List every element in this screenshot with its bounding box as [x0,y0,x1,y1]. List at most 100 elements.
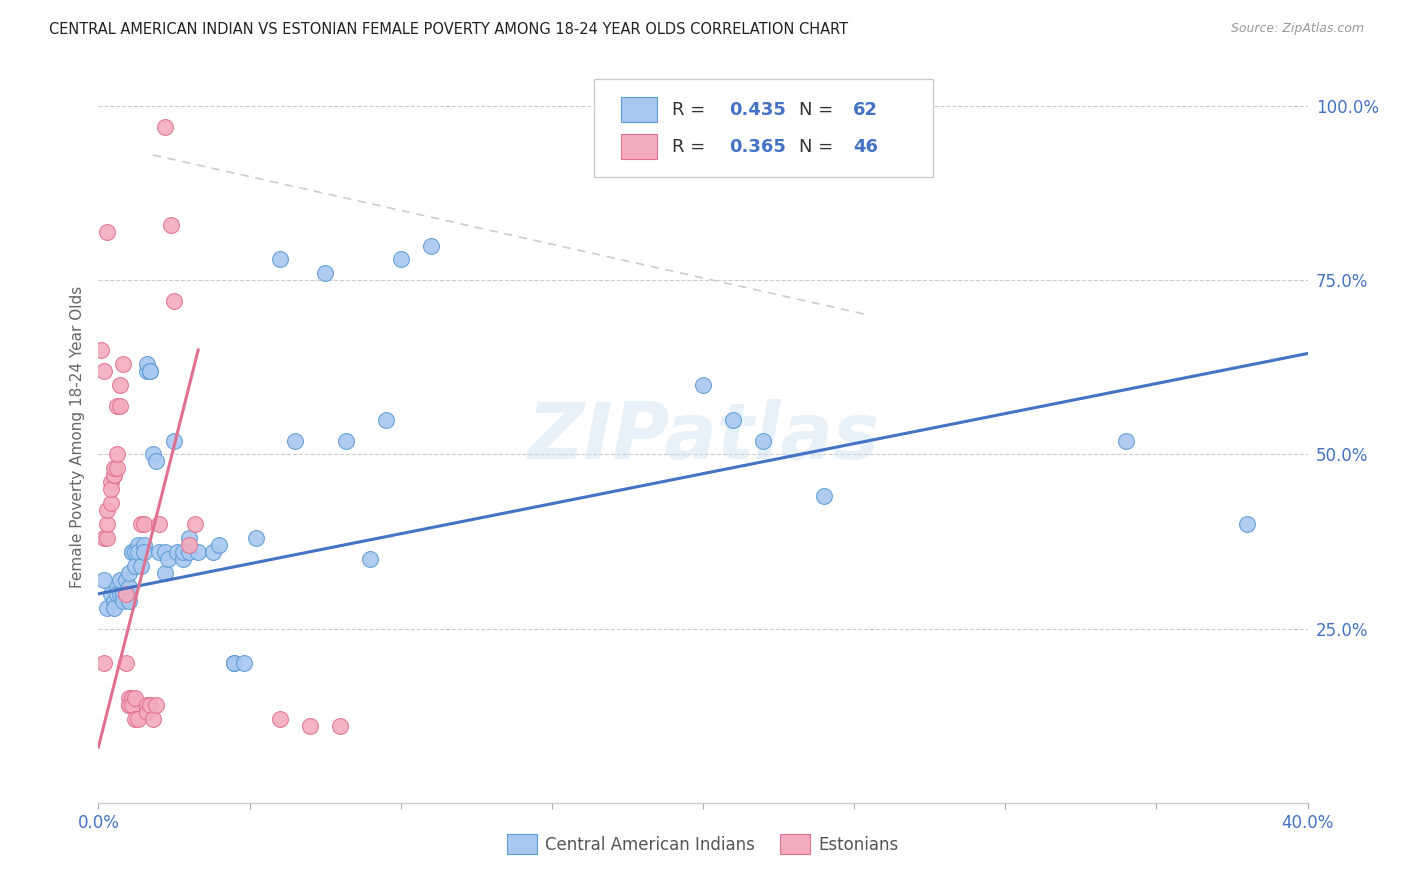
Point [93,531,115,545]
FancyBboxPatch shape [595,78,932,178]
Point [114,573,136,587]
Point [129,558,152,573]
Text: 62: 62 [853,101,877,119]
Point [114,657,136,671]
Point [156,552,179,566]
Point [148,545,170,559]
Point [145,454,167,468]
Point [100,483,122,497]
Point [723,412,745,426]
Point [103,461,125,475]
Point [108,587,131,601]
Point [142,448,165,462]
Point [121,698,143,713]
Point [360,552,382,566]
Point [224,657,246,671]
Point [93,364,115,378]
Point [202,545,225,559]
Point [118,698,141,713]
Point [132,545,155,559]
Point [108,399,131,413]
Point [1236,517,1258,532]
Point [692,377,714,392]
Point [118,594,141,608]
Point [135,357,157,371]
Point [145,698,167,713]
Point [187,545,209,559]
Point [127,545,149,559]
Text: 46: 46 [853,137,877,155]
Point [103,468,125,483]
Point [118,698,141,713]
Point [100,475,122,490]
Point [127,538,149,552]
Point [127,712,149,726]
Point [121,545,143,559]
Point [90,343,112,357]
Point [184,517,207,532]
Point [129,517,152,532]
Point [153,566,176,580]
Point [105,587,128,601]
Point [96,503,118,517]
Point [118,580,141,594]
Point [96,225,118,239]
Text: N =: N = [799,101,838,119]
Point [132,538,155,552]
Point [93,657,115,671]
Point [135,698,157,713]
Text: N =: N = [799,137,838,155]
Point [114,587,136,601]
Point [232,657,254,671]
Point [118,691,141,706]
Point [269,252,291,267]
Point [114,587,136,601]
Point [124,712,146,726]
Point [160,218,183,232]
Point [111,357,134,371]
Point [163,294,186,309]
Point [103,594,125,608]
Point [105,399,128,413]
FancyBboxPatch shape [621,135,657,159]
Point [135,705,157,719]
Point [329,719,352,733]
Point [124,545,146,559]
Point [108,573,131,587]
Point [100,496,122,510]
Legend: Central American Indians, Estonians: Central American Indians, Estonians [501,828,905,860]
Point [96,517,118,532]
Point [142,712,165,726]
Point [105,461,128,475]
Point [124,558,146,573]
Text: R =: R = [672,137,710,155]
Point [813,489,835,503]
Point [172,545,194,559]
Point [121,691,143,706]
Point [135,364,157,378]
Text: R =: R = [672,101,710,119]
Point [208,538,231,552]
Point [179,538,201,552]
Text: ZIPatlas: ZIPatlas [527,399,879,475]
Point [93,573,115,587]
Point [124,691,146,706]
FancyBboxPatch shape [621,97,657,121]
Point [224,657,246,671]
Point [105,448,128,462]
Point [752,434,775,448]
Point [179,531,201,545]
Point [374,412,396,426]
Point [132,517,155,532]
Text: CENTRAL AMERICAN INDIAN VS ESTONIAN FEMALE POVERTY AMONG 18-24 YEAR OLDS CORRELA: CENTRAL AMERICAN INDIAN VS ESTONIAN FEMA… [49,22,848,37]
Point [103,600,125,615]
Point [108,377,131,392]
Text: 0.365: 0.365 [730,137,786,155]
Point [299,719,322,733]
Point [163,434,186,448]
Point [420,238,443,252]
Point [335,434,357,448]
Text: 0.435: 0.435 [730,101,786,119]
Text: Source: ZipAtlas.com: Source: ZipAtlas.com [1230,22,1364,36]
Point [314,266,336,280]
